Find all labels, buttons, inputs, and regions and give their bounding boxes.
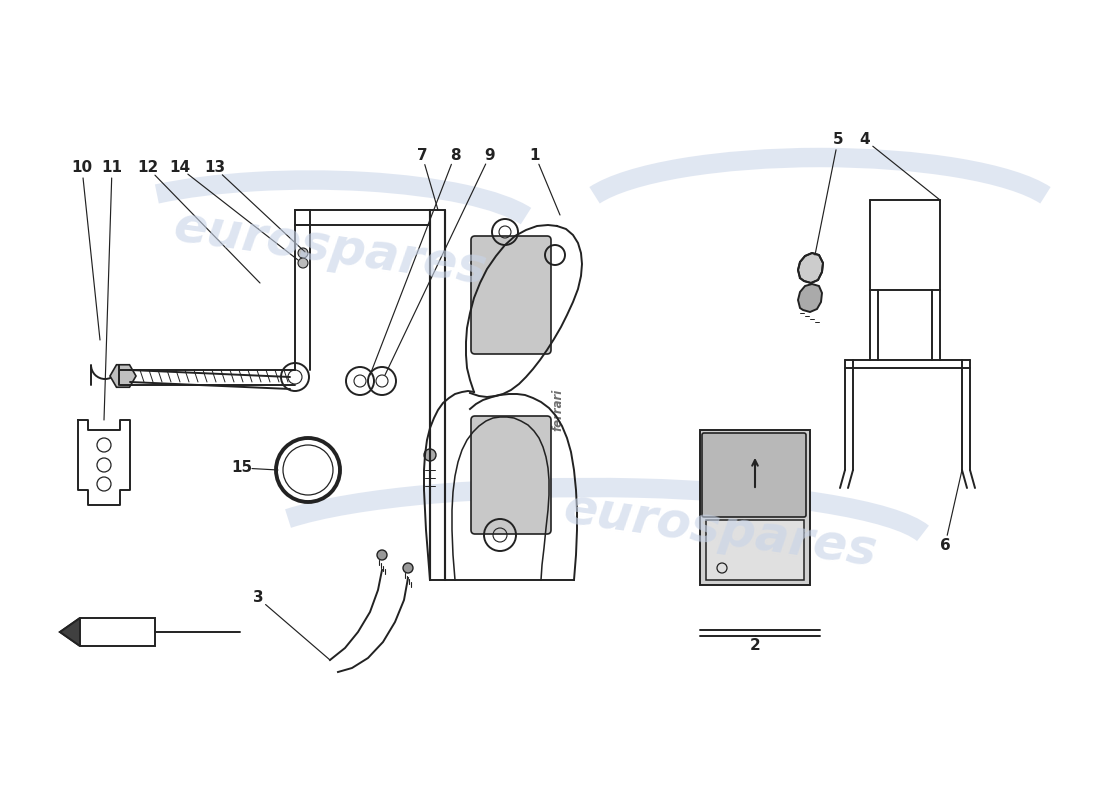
- Text: eurospares: eurospares: [170, 202, 490, 294]
- Circle shape: [377, 550, 387, 560]
- Circle shape: [298, 258, 308, 268]
- Text: 15: 15: [231, 461, 253, 475]
- Circle shape: [298, 248, 308, 258]
- Polygon shape: [798, 253, 823, 283]
- FancyBboxPatch shape: [471, 236, 551, 354]
- Text: 14: 14: [169, 161, 190, 175]
- Text: 13: 13: [205, 161, 225, 175]
- Text: 7: 7: [417, 147, 427, 162]
- Circle shape: [403, 563, 412, 573]
- Text: 1: 1: [530, 147, 540, 162]
- Text: 6: 6: [939, 538, 950, 553]
- Text: 9: 9: [485, 147, 495, 162]
- Text: 5: 5: [833, 133, 844, 147]
- FancyBboxPatch shape: [700, 430, 810, 585]
- Polygon shape: [60, 618, 80, 646]
- Text: 10: 10: [72, 161, 92, 175]
- Text: 2: 2: [749, 638, 760, 653]
- Circle shape: [424, 449, 436, 461]
- Text: 8: 8: [450, 147, 460, 162]
- Polygon shape: [798, 284, 822, 312]
- Text: eurospares: eurospares: [560, 484, 880, 576]
- Text: 12: 12: [138, 161, 158, 175]
- Polygon shape: [60, 618, 155, 646]
- Text: 11: 11: [101, 161, 122, 175]
- Text: 4: 4: [860, 133, 870, 147]
- FancyBboxPatch shape: [471, 416, 551, 534]
- Text: ferrari: ferrari: [551, 389, 564, 431]
- Text: 3: 3: [253, 590, 263, 606]
- FancyBboxPatch shape: [706, 520, 804, 580]
- FancyBboxPatch shape: [702, 433, 806, 517]
